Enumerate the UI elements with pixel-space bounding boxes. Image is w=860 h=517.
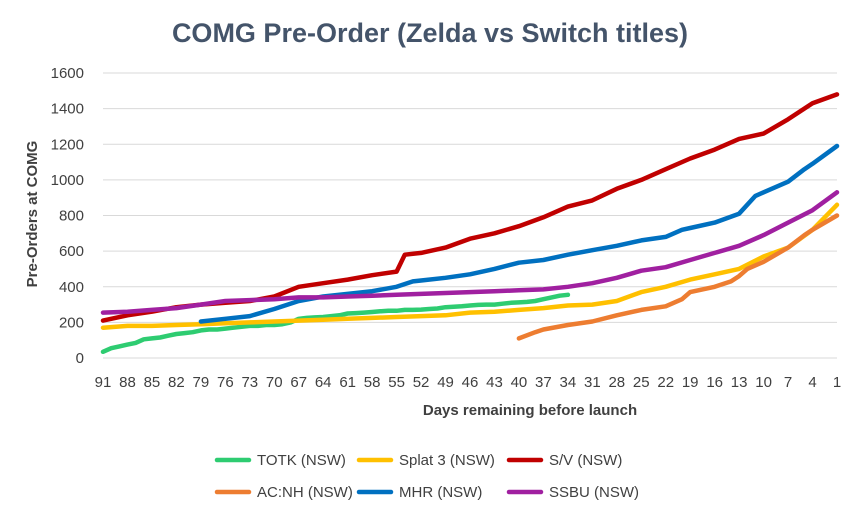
legend-label: AC:NH (NSW) bbox=[257, 484, 353, 501]
y-tick-label: 0 bbox=[76, 350, 84, 367]
series-lines bbox=[100, 92, 840, 355]
x-tick-label: 22 bbox=[657, 374, 674, 391]
x-tick-label: 49 bbox=[437, 374, 454, 391]
x-tick-label: 1 bbox=[833, 374, 841, 391]
legend-item: Splat 3 (NSW) bbox=[356, 452, 495, 469]
x-tick-label: 10 bbox=[755, 374, 772, 391]
x-tick-label: 64 bbox=[315, 374, 332, 391]
x-tick-label: 76 bbox=[217, 374, 234, 391]
x-tick-label: 67 bbox=[290, 374, 307, 391]
legend-item: TOTK (NSW) bbox=[214, 452, 346, 469]
x-axis-ticks: 91 88 85 82 79 76 73 70 67 64 61 58 55 52 49 46 43 40 37 34… bbox=[95, 374, 842, 391]
x-tick-label: 28 bbox=[608, 374, 625, 391]
legend-label: S/V (NSW) bbox=[549, 452, 622, 469]
x-tick-label: 46 bbox=[462, 374, 479, 391]
y-tick-label: 600 bbox=[59, 243, 84, 260]
x-tick-label: 82 bbox=[168, 374, 185, 391]
series-line-1 bbox=[100, 202, 840, 330]
y-tick-label: 1200 bbox=[51, 136, 84, 153]
legend-item: AC:NH (NSW) bbox=[214, 484, 353, 501]
x-tick-label: 31 bbox=[584, 374, 601, 391]
x-tick-label: 52 bbox=[413, 374, 430, 391]
x-tick-label: 25 bbox=[633, 374, 650, 391]
x-tick-label: 79 bbox=[193, 374, 210, 391]
y-tick-label: 1000 bbox=[51, 172, 84, 189]
x-tick-label: 91 bbox=[95, 374, 112, 391]
y-tick-label: 200 bbox=[59, 314, 84, 331]
y-tick-label: 1400 bbox=[51, 101, 84, 118]
y-axis-ticks: 0 200 400 600 800 1000 1200 1400 1600 bbox=[51, 65, 84, 367]
series-line-5 bbox=[100, 190, 840, 315]
x-tick-label: 88 bbox=[119, 374, 136, 391]
series-line-3 bbox=[516, 213, 840, 341]
x-tick-label: 70 bbox=[266, 374, 283, 391]
gridlines bbox=[103, 72, 837, 359]
y-axis-title: Pre-Orders at COMG bbox=[24, 141, 41, 288]
x-tick-label: 16 bbox=[706, 374, 723, 391]
series-line-4 bbox=[198, 143, 840, 324]
x-axis-title: Days remaining before launch bbox=[423, 402, 637, 419]
x-tick-label: 37 bbox=[535, 374, 552, 391]
x-tick-label: 43 bbox=[486, 374, 503, 391]
x-tick-label: 85 bbox=[144, 374, 161, 391]
x-tick-label: 4 bbox=[808, 374, 816, 391]
x-tick-label: 40 bbox=[511, 374, 528, 391]
x-tick-label: 55 bbox=[388, 374, 405, 391]
legend-label: Splat 3 (NSW) bbox=[399, 452, 495, 469]
y-tick-label: 800 bbox=[59, 208, 84, 225]
chart-title: COMG Pre-Order (Zelda vs Switch titles) bbox=[172, 18, 688, 48]
legend-item: MHR (NSW) bbox=[356, 484, 482, 501]
series-line-0 bbox=[100, 292, 571, 355]
legend: TOTK (NSW) Splat 3 (NSW) S/V (NSW) AC:NH (N… bbox=[214, 452, 639, 501]
x-tick-label: 34 bbox=[560, 374, 577, 391]
x-tick-label: 7 bbox=[784, 374, 792, 391]
legend-label: TOTK (NSW) bbox=[257, 452, 346, 469]
x-tick-label: 73 bbox=[241, 374, 258, 391]
y-tick-label: 1600 bbox=[51, 65, 84, 82]
x-tick-label: 19 bbox=[682, 374, 699, 391]
x-tick-label: 61 bbox=[339, 374, 356, 391]
legend-label: MHR (NSW) bbox=[399, 484, 482, 501]
y-tick-label: 400 bbox=[59, 279, 84, 296]
legend-item: SSBU (NSW) bbox=[506, 484, 639, 501]
x-tick-label: 58 bbox=[364, 374, 381, 391]
legend-label: SSBU (NSW) bbox=[549, 484, 639, 501]
legend-item: S/V (NSW) bbox=[506, 452, 622, 469]
x-tick-label: 13 bbox=[731, 374, 748, 391]
